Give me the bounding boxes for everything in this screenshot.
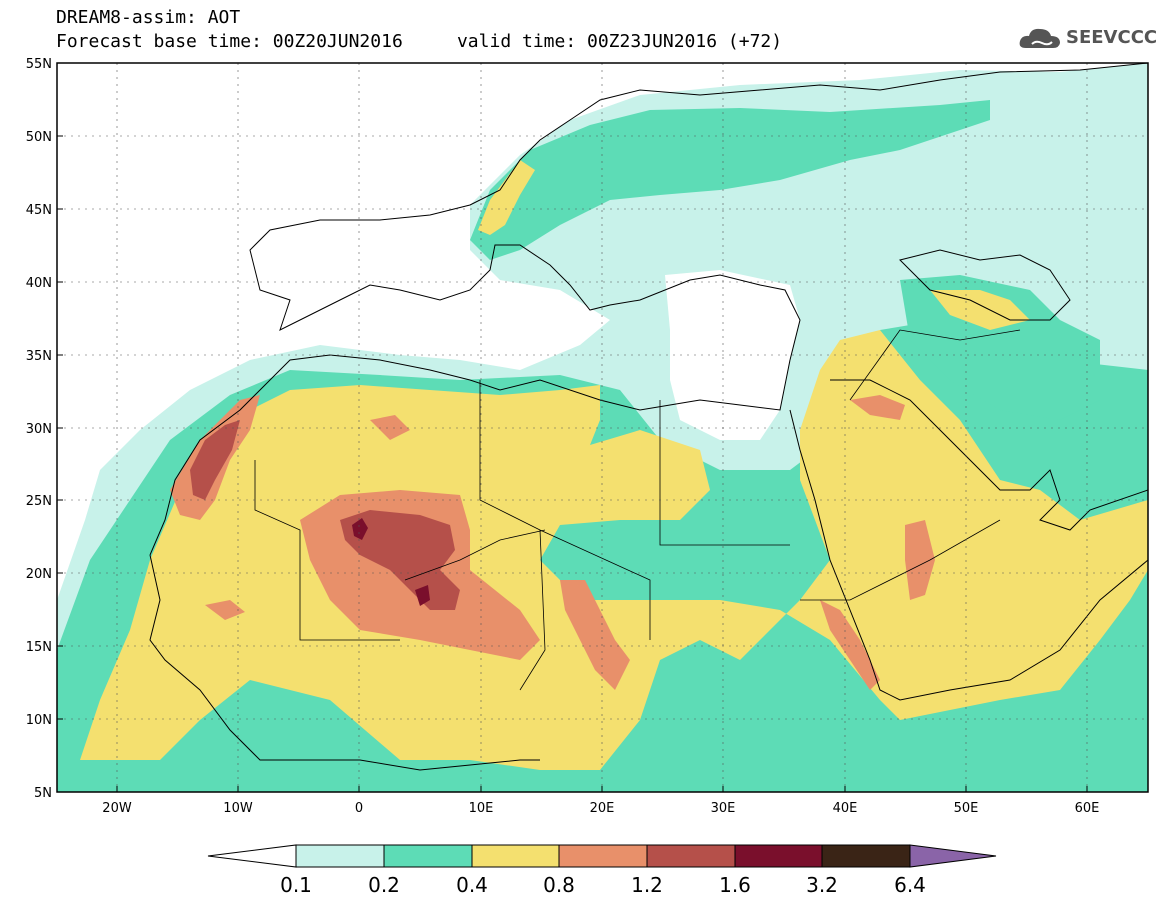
colorbar-swatch [295,844,385,868]
lat-label: 25N [26,494,52,509]
aot-level-0.4 [80,330,1148,770]
coastlines [149,63,1148,771]
aot-fields [57,63,1148,792]
lon-label: 20E [590,801,615,816]
longitude-labels: 20W 10W 0 10E 20E 30E 40E 50E 60E [102,801,1099,816]
lat-lon-grid [57,63,1148,792]
colorbar-tick-label: 1.2 [631,873,663,897]
lon-label: 10W [223,801,253,816]
aot-clear-region-east-med [665,270,800,440]
colorbar [207,844,997,868]
lat-label: 40N [26,276,52,291]
aot-level-1.2-atlas [190,420,240,500]
lon-label: 60E [1075,801,1100,816]
lat-label: 50N [26,130,52,145]
colorbar-tick-label: 3.2 [806,873,838,897]
aot-level-0.8-iraq [850,395,905,420]
lon-label: 40E [833,801,858,816]
colorbar-swatch [821,844,911,868]
aot-level-1.6 [352,518,368,540]
colorbar-tick-label: 6.4 [894,873,926,897]
borders [254,329,1021,691]
lon-label: 30E [711,801,736,816]
aot-level-0.8-arabia [905,520,935,600]
lat-label: 10N [26,713,52,728]
forecast-time-line: Forecast base time: 00Z20JUN2016 valid t… [56,31,783,52]
lat-label: 15N [26,640,52,655]
lon-label: 0 [355,801,363,816]
lat-label: 30N [26,422,52,437]
logo-text: SEEVCCC [1066,27,1158,48]
axis-ticks [57,62,1088,793]
colorbar-swatch [646,844,736,868]
aot-level-1.6-b [415,585,430,606]
aot-level-0.8-sudan [560,580,630,690]
lat-label: 35N [26,349,52,364]
colorbar-tick-label: 0.8 [543,873,575,897]
aot-level-0.8-redsea [820,600,880,690]
lon-label: 10E [469,801,494,816]
aot-level-1.2 [340,510,460,610]
lon-label: 50E [954,801,979,816]
lat-label: 55N [26,57,52,72]
colorbar-labels: 0.1 0.2 0.4 0.8 1.2 1.6 3.2 6.4 [280,873,926,897]
colorbar-swatch [383,844,473,868]
colorbar-tick-label: 0.2 [368,873,400,897]
colorbar-swatch [558,844,648,868]
aot-level-0.4-gulf [930,290,1030,330]
lat-label: 20N [26,567,52,582]
lat-label: 45N [26,203,52,218]
colorbar-low-arrow [207,844,297,868]
aot-level-0.8-west [205,600,245,620]
aot-level-0.2-north-band [470,100,990,260]
lon-label: 20W [102,801,132,816]
map-title: DREAM8-assim: AOT [56,7,241,28]
latitude-labels: 55N 50N 45N 40N 35N 30N 25N 20N 15N 10N … [26,57,52,801]
colorbar-tick-label: 0.4 [456,873,488,897]
aot-level-0.8-libya [370,415,410,440]
lat-label: 5N [34,786,52,801]
colorbar-swatch [471,844,560,868]
aot-level-0.4-alps [478,160,535,235]
colorbar-high-arrow [909,844,997,868]
cloud-icon [1019,28,1060,48]
colorbar-tick-label: 0.1 [280,873,312,897]
colorbar-swatch [734,844,823,868]
colorbar-tick-label: 1.6 [719,873,751,897]
